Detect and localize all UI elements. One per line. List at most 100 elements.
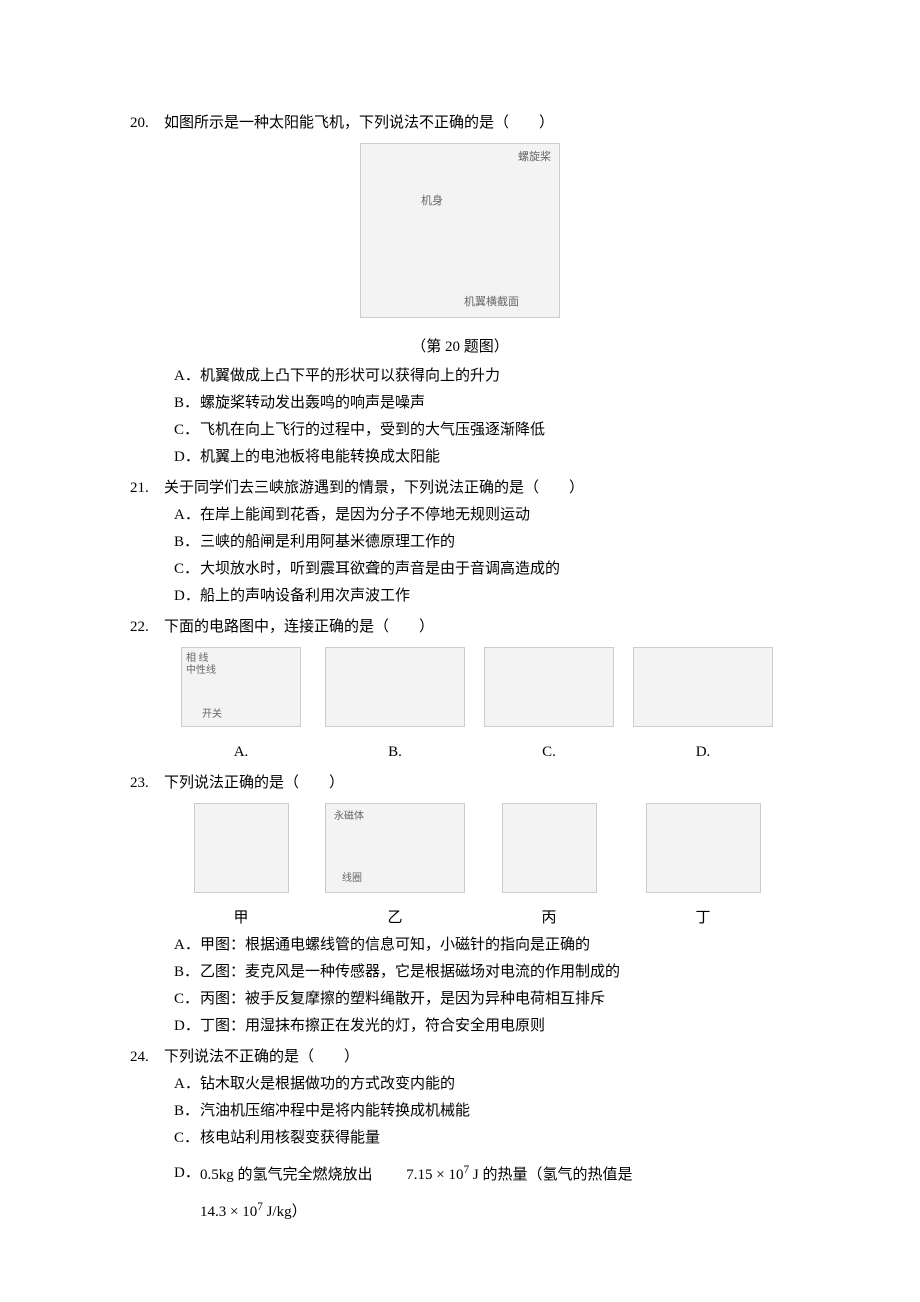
q22-fig-c-box <box>484 647 614 727</box>
q20-options: A． 机翼做成上凸下平的形状可以获得向上的升力 B． 螺旋桨转动发出轰鸣的响声是… <box>130 363 790 471</box>
q21-number: 21. <box>130 475 164 502</box>
q23-fig-bing-label: 丙 <box>472 905 626 932</box>
q24-d-formula: 7.15 × 107 <box>406 1167 473 1183</box>
q23-stem-row: 23. 下列说法正确的是（ ） <box>130 770 790 797</box>
q21-opt-b-text: 三峡的船闸是利用阿基米德原理工作的 <box>200 529 455 556</box>
q23-number: 23. <box>130 770 164 797</box>
q24-d2-exp: 7 <box>257 1201 263 1213</box>
q22-fig-a-ann3: 开关 <box>202 706 222 724</box>
q20-stem-row: 20. 如图所示是一种太阳能飞机，下列说法不正确的是（ ） <box>130 110 790 137</box>
q20-option-c: C． 飞机在向上飞行的过程中，受到的大气压强逐渐降低 <box>174 417 790 444</box>
q23-opt-a-text: 甲图：根据通电螺线管的信息可知，小磁针的指向是正确的 <box>200 932 590 959</box>
question-22: 22. 下面的电路图中，连接正确的是（ ） 相 线 中性线 开关 A. B. C… <box>130 614 790 766</box>
q23-fig-jia-label: 甲 <box>164 905 318 932</box>
q24-stem: 下列说法不正确的是（ ） <box>164 1044 790 1071</box>
q20-figure-placeholder: 螺旋桨 机身 机翼横截面 <box>360 143 560 318</box>
q24-d-unit: J 的热量（氢气的热值是 <box>473 1167 633 1183</box>
q24-d2-val: 14.3 × 10 <box>200 1204 257 1220</box>
q23-opt-c-text: 丙图：被手反复摩擦的塑料绳散开，是因为异种电荷相互排斥 <box>200 986 605 1013</box>
q24-option-d: D． 0.5kg 的氢气完全燃烧放出 7.15 × 107 J 的热量（氢气的热… <box>174 1160 790 1189</box>
q22-fig-a: 相 线 中性线 开关 A. <box>164 647 318 766</box>
q22-fig-a-label: A. <box>164 739 318 766</box>
q20-caption: （第 20 题图） <box>130 334 790 361</box>
q23-opt-b-text: 乙图：麦克风是一种传感器，它是根据磁场对电流的作用制成的 <box>200 959 620 986</box>
q20-number: 20. <box>130 110 164 137</box>
q24-option-b: B． 汽油机压缩冲程中是将内能转换成机械能 <box>174 1098 790 1125</box>
q22-figures: 相 线 中性线 开关 A. B. C. D. <box>130 641 790 766</box>
opt-label-a: A． <box>174 1071 200 1098</box>
q21-opt-c-text: 大坝放水时，听到震耳欲聋的声音是由于音调高造成的 <box>200 556 560 583</box>
q22-stem: 下面的电路图中，连接正确的是（ ） <box>164 614 790 641</box>
q24-option-a: A． 钻木取火是根据做功的方式改变内能的 <box>174 1071 790 1098</box>
q20-opt-a-text: 机翼做成上凸下平的形状可以获得向上的升力 <box>200 363 500 390</box>
opt-label-b: B． <box>174 1098 200 1125</box>
q20-fig-label-top: 螺旋桨 <box>518 148 551 168</box>
q21-option-b: B． 三峡的船闸是利用阿基米德原理工作的 <box>174 529 790 556</box>
q21-opt-d-text: 船上的声呐设备利用次声波工作 <box>200 583 410 610</box>
q23-fig-ding-box <box>646 803 761 893</box>
q24-d-pre: 0.5kg 的氢气完全燃烧放出 <box>200 1167 373 1183</box>
q24-options: A． 钻木取火是根据做功的方式改变内能的 B． 汽油机压缩冲程中是将内能转换成机… <box>130 1071 790 1189</box>
opt-label-d: D． <box>174 583 200 610</box>
opt-label-a: A． <box>174 932 200 959</box>
q23-stem: 下列说法正确的是（ ） <box>164 770 790 797</box>
q24-opt-d-text: 0.5kg 的氢气完全燃烧放出 7.15 × 107 J 的热量（氢气的热值是 <box>200 1160 632 1189</box>
q22-fig-a-ann2: 中性线 <box>186 662 216 680</box>
q21-stem: 关于同学们去三峡旅游遇到的情景，下列说法正确的是（ ） <box>164 475 790 502</box>
q23-fig-bing-box <box>502 803 597 893</box>
q20-stem: 如图所示是一种太阳能飞机，下列说法不正确的是（ ） <box>164 110 790 137</box>
q23-fig-yi-label: 乙 <box>318 905 472 932</box>
opt-label-c: C． <box>174 1125 200 1152</box>
q24-number: 24. <box>130 1044 164 1071</box>
q20-figure: 螺旋桨 机身 机翼横截面 <box>130 143 790 328</box>
q22-fig-b: B. <box>318 647 472 766</box>
q23-opt-d-text: 丁图：用湿抹布擦正在发光的灯，符合安全用电原则 <box>200 1013 545 1040</box>
question-23: 23. 下列说法正确的是（ ） 甲 永磁体 线圈 乙 丙 丁 A． 甲图：根据通… <box>130 770 790 1040</box>
q24-option-c: C． 核电站利用核裂变获得能量 <box>174 1125 790 1152</box>
q21-option-d: D． 船上的声呐设备利用次声波工作 <box>174 583 790 610</box>
q20-option-a: A． 机翼做成上凸下平的形状可以获得向上的升力 <box>174 363 790 390</box>
opt-label-a: A． <box>174 502 200 529</box>
opt-label-c: C． <box>174 417 200 444</box>
q22-fig-c-label: C. <box>472 739 626 766</box>
q22-fig-a-box: 相 线 中性线 开关 <box>181 647 301 727</box>
opt-label-c: C． <box>174 986 200 1013</box>
opt-label-d: D． <box>174 444 200 471</box>
q20-fig-label-bottom: 机翼横截面 <box>464 293 519 313</box>
opt-label-d: D． <box>174 1013 200 1040</box>
q20-fig-label-mid: 机身 <box>421 192 443 212</box>
q23-option-b: B． 乙图：麦克风是一种传感器，它是根据磁场对电流的作用制成的 <box>174 959 790 986</box>
q23-fig-jia-box <box>194 803 289 893</box>
q20-opt-c-text: 飞机在向上飞行的过程中，受到的大气压强逐渐降低 <box>200 417 545 444</box>
q24-opt-c-text: 核电站利用核裂变获得能量 <box>200 1125 380 1152</box>
q23-fig-ding: 丁 <box>626 803 780 932</box>
q23-fig-jia: 甲 <box>164 803 318 932</box>
q23-fig-bing: 丙 <box>472 803 626 932</box>
q20-opt-d-text: 机翼上的电池板将电能转换成太阳能 <box>200 444 440 471</box>
q24-d2-unit: J/kg） <box>267 1204 307 1220</box>
q24-opt-a-text: 钻木取火是根据做功的方式改变内能的 <box>200 1071 455 1098</box>
question-24: 24. 下列说法不正确的是（ ） A． 钻木取火是根据做功的方式改变内能的 B．… <box>130 1044 790 1226</box>
q23-fig-yi-ann1: 永磁体 <box>334 808 364 826</box>
q23-fig-yi-box: 永磁体 线圈 <box>325 803 465 893</box>
question-21: 21. 关于同学们去三峡旅游遇到的情景，下列说法正确的是（ ） A． 在岸上能闻… <box>130 475 790 610</box>
q23-option-c: C． 丙图：被手反复摩擦的塑料绳散开，是因为异种电荷相互排斥 <box>174 986 790 1013</box>
q20-opt-b-text: 螺旋桨转动发出轰鸣的响声是噪声 <box>200 390 425 417</box>
q22-fig-d-box <box>633 647 773 727</box>
q21-option-c: C． 大坝放水时，听到震耳欲聋的声音是由于音调高造成的 <box>174 556 790 583</box>
q22-fig-d-label: D. <box>626 739 780 766</box>
q21-options: A． 在岸上能闻到花香，是因为分子不停地无规则运动 B． 三峡的船闸是利用阿基米… <box>130 502 790 610</box>
opt-label-b: B． <box>174 529 200 556</box>
opt-label-b: B． <box>174 959 200 986</box>
q20-option-b: B． 螺旋桨转动发出轰鸣的响声是噪声 <box>174 390 790 417</box>
q21-option-a: A． 在岸上能闻到花香，是因为分子不停地无规则运动 <box>174 502 790 529</box>
q22-fig-c: C. <box>472 647 626 766</box>
q23-option-d: D． 丁图：用湿抹布擦正在发光的灯，符合安全用电原则 <box>174 1013 790 1040</box>
q20-option-d: D． 机翼上的电池板将电能转换成太阳能 <box>174 444 790 471</box>
q24-stem-row: 24. 下列说法不正确的是（ ） <box>130 1044 790 1071</box>
q24-d2-formula: 14.3 × 107 <box>200 1204 267 1220</box>
q21-stem-row: 21. 关于同学们去三峡旅游遇到的情景，下列说法正确的是（ ） <box>130 475 790 502</box>
q23-fig-yi-ann2: 线圈 <box>342 870 362 888</box>
opt-label-d: D． <box>174 1160 200 1189</box>
q23-fig-ding-label: 丁 <box>626 905 780 932</box>
